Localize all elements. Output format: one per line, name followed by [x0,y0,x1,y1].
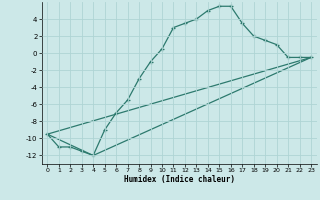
X-axis label: Humidex (Indice chaleur): Humidex (Indice chaleur) [124,175,235,184]
